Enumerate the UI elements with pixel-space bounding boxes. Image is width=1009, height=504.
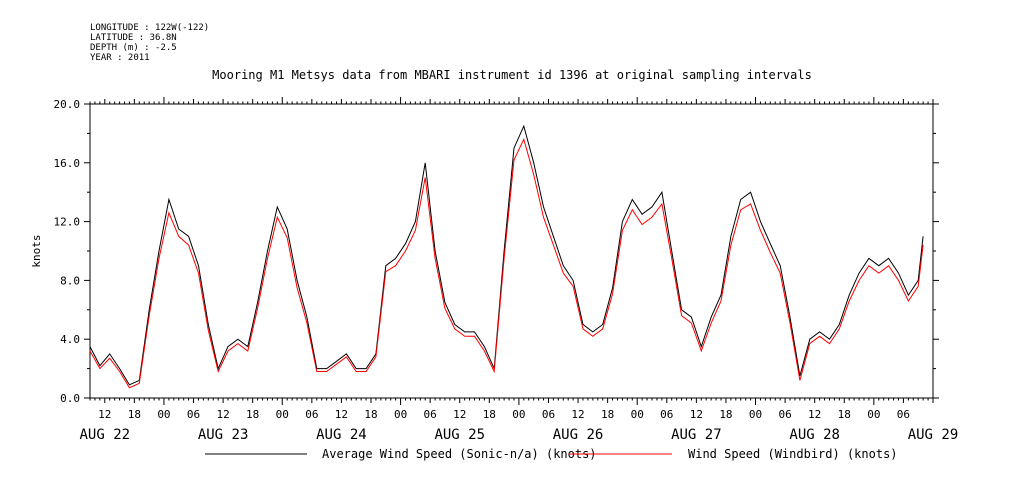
x-hour-label: 06 [305, 408, 318, 421]
y-axis-label: knots [30, 234, 43, 267]
x-hour-label: 18 [838, 408, 851, 421]
x-hour-label: 12 [690, 408, 703, 421]
x-hour-label: 18 [483, 408, 496, 421]
x-axis-ticks: 12 18 00 06 12 18 00 06 12 18 00 06 12 18 00 06 12 18 00 06… [80, 97, 959, 443]
x-hour-label: 06 [660, 408, 673, 421]
x-hour-label: 00 [749, 408, 762, 421]
x-hour-label: 18 [128, 408, 141, 421]
y-tick-label: 20.0 [54, 98, 81, 111]
x-hour-label: 12 [453, 408, 466, 421]
series-layer [89, 124, 924, 389]
x-hour-label: 12 [571, 408, 584, 421]
x-hour-label: 18 [719, 408, 732, 421]
x-hour-label: 18 [246, 408, 259, 421]
x-hour-label: 12 [335, 408, 348, 421]
x-day-label: AUG 23 [198, 427, 249, 443]
x-hour-label: 06 [542, 408, 555, 421]
meta-depth: DEPTH (m) : -2.5 [90, 43, 177, 53]
x-hour-label: 18 [601, 408, 614, 421]
x-day-label: AUG 29 [908, 427, 959, 443]
chart-title: Mooring M1 Metsys data from MBARI instru… [212, 68, 812, 82]
x-hour-label: 12 [216, 408, 229, 421]
y-tick-label: 16.0 [54, 157, 81, 170]
x-hour-label: 06 [778, 408, 791, 421]
x-day-label: AUG 22 [80, 427, 131, 443]
x-hour-label: 06 [187, 408, 200, 421]
x-day-label: AUG 27 [671, 427, 722, 443]
y-tick-label: 12.0 [54, 216, 81, 229]
x-day-label: AUG 26 [553, 427, 604, 443]
y-tick-label: 4.0 [60, 333, 80, 346]
x-hour-label: 06 [424, 408, 437, 421]
x-hour-label: 18 [364, 408, 377, 421]
x-hour-label: 06 [897, 408, 910, 421]
y-axis-ticks: 0.0 4.0 8.0 12.0 16.0 20.0 [54, 98, 939, 405]
x-hour-label: 12 [808, 408, 821, 421]
legend-label-sonic: Average Wind Speed (Sonic-n/a) (knots) [322, 447, 597, 461]
x-day-label: AUG 28 [789, 427, 840, 443]
meta-latitude: LATITUDE : 36.8N [90, 33, 177, 43]
x-hour-label: 00 [631, 408, 644, 421]
meta-year: YEAR : 2011 [90, 53, 150, 63]
y-tick-label: 8.0 [60, 274, 80, 287]
legend-label-windbird: Wind Speed (Windbird) (knots) [688, 447, 898, 461]
x-hour-label: 00 [512, 408, 525, 421]
series-line-sonic [89, 124, 924, 386]
y-tick-label: 0.0 [60, 392, 80, 405]
x-day-label: AUG 24 [316, 427, 367, 443]
x-hour-label: 12 [98, 408, 111, 421]
x-hour-label: 00 [867, 408, 880, 421]
series-line-windbird [89, 137, 924, 389]
meta-longitude: LONGITUDE : 122W(-122) [90, 23, 209, 33]
x-day-label: AUG 25 [434, 427, 485, 443]
x-hour-label: 00 [157, 408, 170, 421]
x-hour-label: 00 [276, 408, 289, 421]
x-hour-label: 00 [394, 408, 407, 421]
